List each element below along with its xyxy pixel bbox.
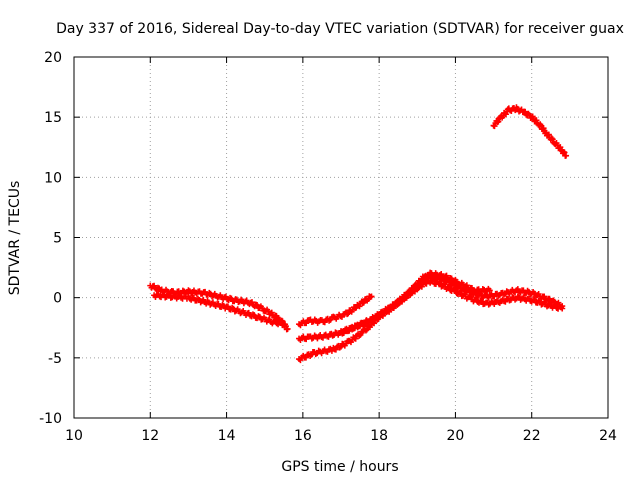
data-point: [356, 303, 363, 310]
data-point: [495, 118, 502, 125]
x-tick-label: 18: [370, 428, 388, 444]
data-point: [395, 300, 402, 307]
data-point: [371, 317, 378, 324]
data-point: [363, 326, 370, 333]
data-point: [273, 312, 280, 319]
x-tick-label: 16: [294, 428, 312, 444]
data-point: [486, 287, 493, 294]
data-points: [147, 104, 570, 364]
data-point: [549, 136, 556, 143]
data-point: [284, 325, 291, 332]
data-point: [394, 301, 401, 308]
x-tick-label: 14: [218, 428, 236, 444]
data-point: [417, 281, 424, 288]
series-trace-c: [296, 293, 375, 329]
x-tick-label: 20: [447, 428, 465, 444]
data-point: [401, 296, 408, 303]
data-point: [491, 123, 498, 130]
data-point: [390, 305, 397, 312]
y-tick-label: -5: [48, 351, 62, 367]
x-tick-labels: 10 12 14 16 18 20 22 24: [65, 428, 617, 444]
data-point: [533, 117, 540, 124]
series-trace-f: [338, 269, 493, 337]
y-tick-labels: -10 -5 0 5 10 15 20: [39, 50, 62, 427]
x-tick-label: 10: [65, 428, 83, 444]
y-tick-label: 5: [53, 231, 62, 247]
series-trace-g: [490, 104, 570, 159]
data-point: [402, 295, 409, 302]
y-tick-label: 10: [44, 170, 62, 186]
y-tick-label: 0: [53, 291, 62, 307]
y-tick-label: -10: [39, 411, 62, 427]
data-point: [362, 327, 369, 334]
data-point: [280, 321, 287, 328]
data-point: [563, 152, 570, 159]
x-tick-label: 12: [141, 428, 159, 444]
x-axis-label: GPS time / hours: [281, 459, 398, 475]
chart-title: Day 337 of 2016, Sidereal Day-to-day VTE…: [56, 21, 624, 37]
data-point: [557, 144, 564, 151]
data-point: [345, 310, 352, 317]
y-tick-label: 15: [44, 110, 62, 126]
data-point: [522, 108, 529, 115]
data-point: [409, 289, 416, 296]
data-point: [360, 299, 367, 306]
data-point: [548, 135, 555, 142]
series-trace-b: [151, 291, 287, 329]
x-tick-label: 24: [599, 428, 617, 444]
x-tick-label: 22: [523, 428, 541, 444]
data-point: [356, 332, 363, 339]
data-point: [545, 131, 552, 138]
tick-marks: [73, 56, 609, 419]
data-point: [352, 335, 359, 342]
data-point: [559, 303, 566, 310]
data-point: [368, 293, 375, 300]
y-tick-label: 20: [44, 50, 62, 66]
y-axis-label: SDTVAR / TECUs: [7, 181, 23, 296]
data-point: [357, 331, 364, 338]
